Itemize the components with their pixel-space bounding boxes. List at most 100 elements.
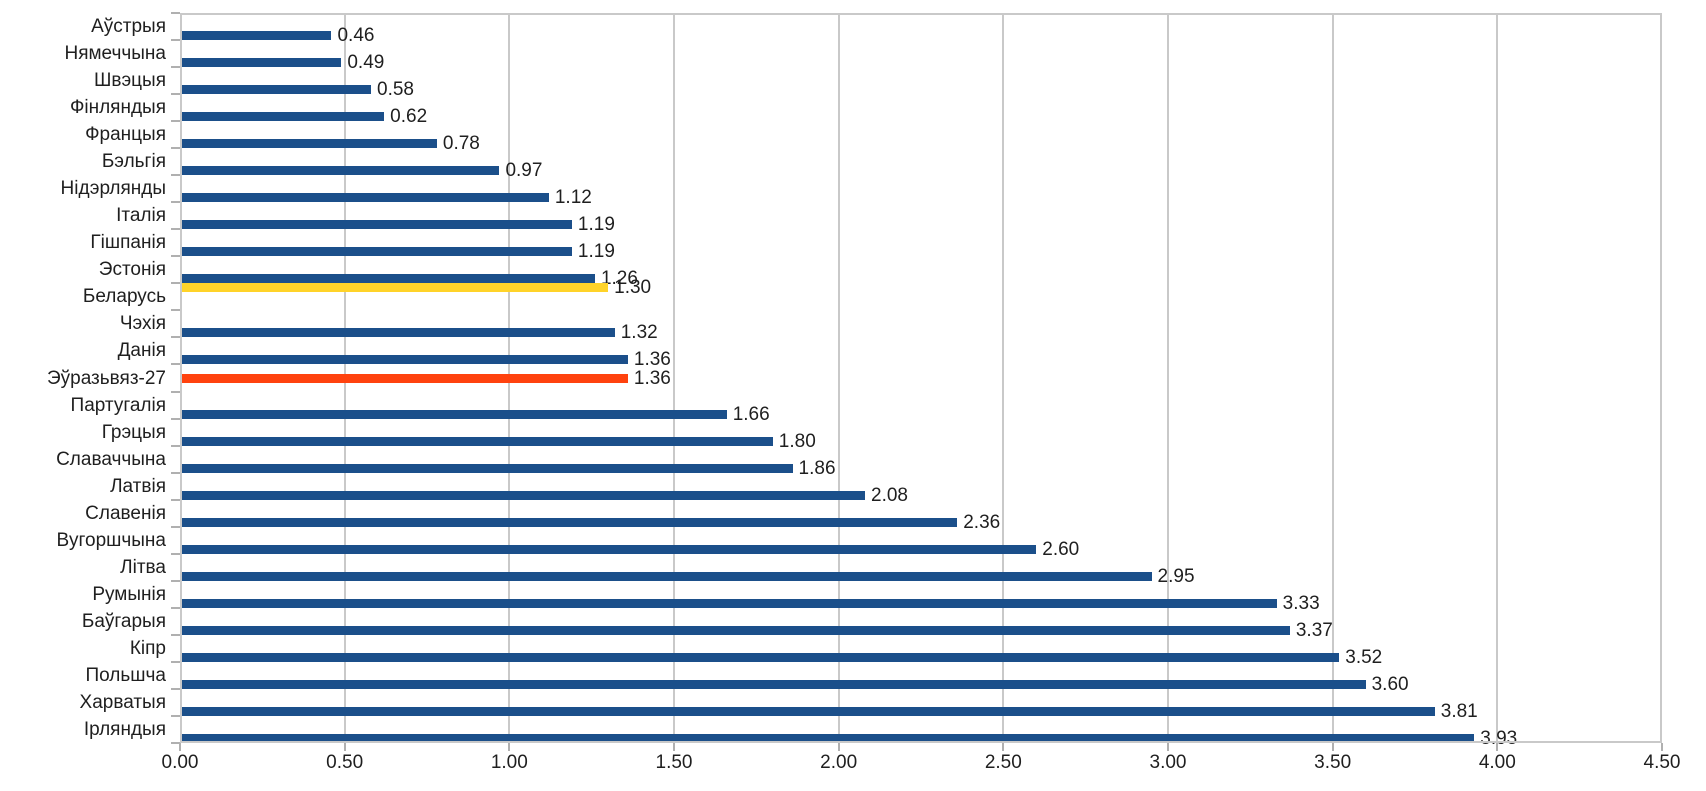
bar-blue [180, 436, 773, 446]
value-label: 1.19 [577, 241, 615, 263]
y-tick-mark [171, 363, 180, 366]
x-tick-label: 1.00 [490, 752, 528, 773]
category-label: Славенія [85, 502, 166, 524]
value-label: 1.36 [633, 367, 671, 389]
gridline [1496, 13, 1499, 743]
y-tick-mark [171, 93, 180, 96]
bar-blue [180, 85, 371, 95]
y-tick-mark [171, 714, 180, 717]
category-label: Нідэрлянды [60, 178, 166, 200]
x-tick-mark [673, 743, 675, 751]
value-label: 3.60 [1371, 673, 1409, 695]
category-label: Чэхія [119, 313, 166, 335]
bar-blue [180, 679, 1366, 689]
category-label: Гішпанія [90, 232, 166, 254]
value-label: 3.33 [1282, 592, 1320, 614]
y-tick-mark [171, 309, 180, 312]
bar-blue [180, 58, 342, 68]
gridline [673, 13, 675, 743]
category-label: Вугоршчына [56, 529, 166, 551]
gridline [1167, 13, 1169, 743]
y-tick-mark [171, 66, 180, 69]
y-tick-mark [171, 39, 180, 42]
bar-blue [180, 571, 1152, 581]
value-label: 2.95 [1157, 565, 1195, 587]
y-tick-mark [171, 174, 180, 177]
y-tick-mark [171, 255, 180, 258]
x-tick-mark [1661, 743, 1663, 751]
value-label: 1.32 [620, 322, 658, 344]
bar-blue [180, 31, 332, 41]
x-tick-label: 0.50 [326, 752, 364, 773]
x-tick-mark [1002, 743, 1005, 751]
value-label: 1.66 [732, 403, 770, 425]
x-tick-label: 0.00 [161, 752, 199, 773]
value-label: 1.12 [554, 187, 592, 209]
y-tick-mark [171, 228, 180, 231]
value-label: 0.97 [505, 160, 543, 182]
bar-orange [180, 373, 628, 383]
value-label: 0.62 [390, 106, 428, 128]
y-tick-mark [171, 120, 180, 123]
bar-blue [180, 220, 572, 230]
value-label: 1.19 [577, 214, 615, 236]
x-tick-label: 2.00 [820, 752, 858, 773]
category-label: Бэльгія [101, 151, 166, 173]
category-label: Грэцыя [101, 421, 166, 443]
category-label: Харватыя [79, 691, 166, 713]
value-label: 1.80 [778, 430, 816, 452]
x-tick-mark [837, 743, 840, 751]
category-label: Эўразьвяз-27 [46, 367, 166, 389]
category-label: Беларусь [82, 286, 166, 308]
bar-blue [180, 409, 727, 419]
x-tick-mark [1167, 743, 1169, 751]
category-label: Італія [116, 205, 166, 227]
bar-blue [180, 706, 1435, 716]
bar-blue [180, 463, 793, 473]
category-label: Літва [120, 556, 166, 578]
y-tick-mark [171, 390, 180, 393]
value-label: 3.52 [1345, 646, 1383, 668]
y-tick-mark [171, 282, 180, 285]
bar-blue [180, 166, 500, 176]
category-label: Эстонія [98, 259, 166, 281]
bar-blue [180, 733, 1475, 743]
x-tick-label: 2.50 [984, 752, 1022, 773]
bar-blue [180, 544, 1037, 554]
value-label: 2.36 [963, 511, 1001, 533]
value-label: 0.46 [337, 25, 375, 47]
bar-blue [180, 274, 595, 284]
bar-blue [180, 328, 615, 338]
gridline [837, 13, 840, 743]
bar-blue [180, 193, 549, 203]
x-tick-label: 4.00 [1478, 752, 1516, 773]
x-tick-mark [179, 743, 181, 751]
bar-blue [180, 112, 385, 122]
category-label: Фінляндыя [69, 97, 166, 119]
y-tick-mark [171, 742, 180, 744]
bar-blue [180, 355, 628, 365]
y-tick-mark [171, 498, 180, 501]
category-label: Польшча [85, 664, 167, 686]
category-label: Аўстрыя [91, 16, 166, 38]
y-tick-mark [171, 606, 180, 609]
y-tick-mark [171, 660, 180, 663]
bar-blue [180, 517, 958, 527]
value-label: 2.08 [871, 484, 908, 506]
category-label: Румынія [92, 583, 166, 605]
category-label: Данія [117, 340, 166, 362]
value-label: 2.60 [1042, 538, 1080, 560]
gridline [1331, 13, 1334, 743]
y-tick-mark [171, 687, 180, 690]
x-tick-mark [508, 743, 511, 751]
y-tick-mark [171, 579, 180, 582]
value-label: 3.37 [1295, 619, 1333, 641]
category-label: Баўгарыя [81, 610, 166, 632]
plot-area: 0.46 0.49 0.58 0.62 0.78 0.97 1.12 1.19 1.19 1.26… [180, 13, 1662, 749]
bar-blue [180, 598, 1277, 608]
bar-blue [180, 652, 1340, 662]
bar-blue [180, 625, 1290, 635]
x-tick-label: 1.50 [655, 752, 693, 773]
y-tick-mark [171, 147, 180, 150]
